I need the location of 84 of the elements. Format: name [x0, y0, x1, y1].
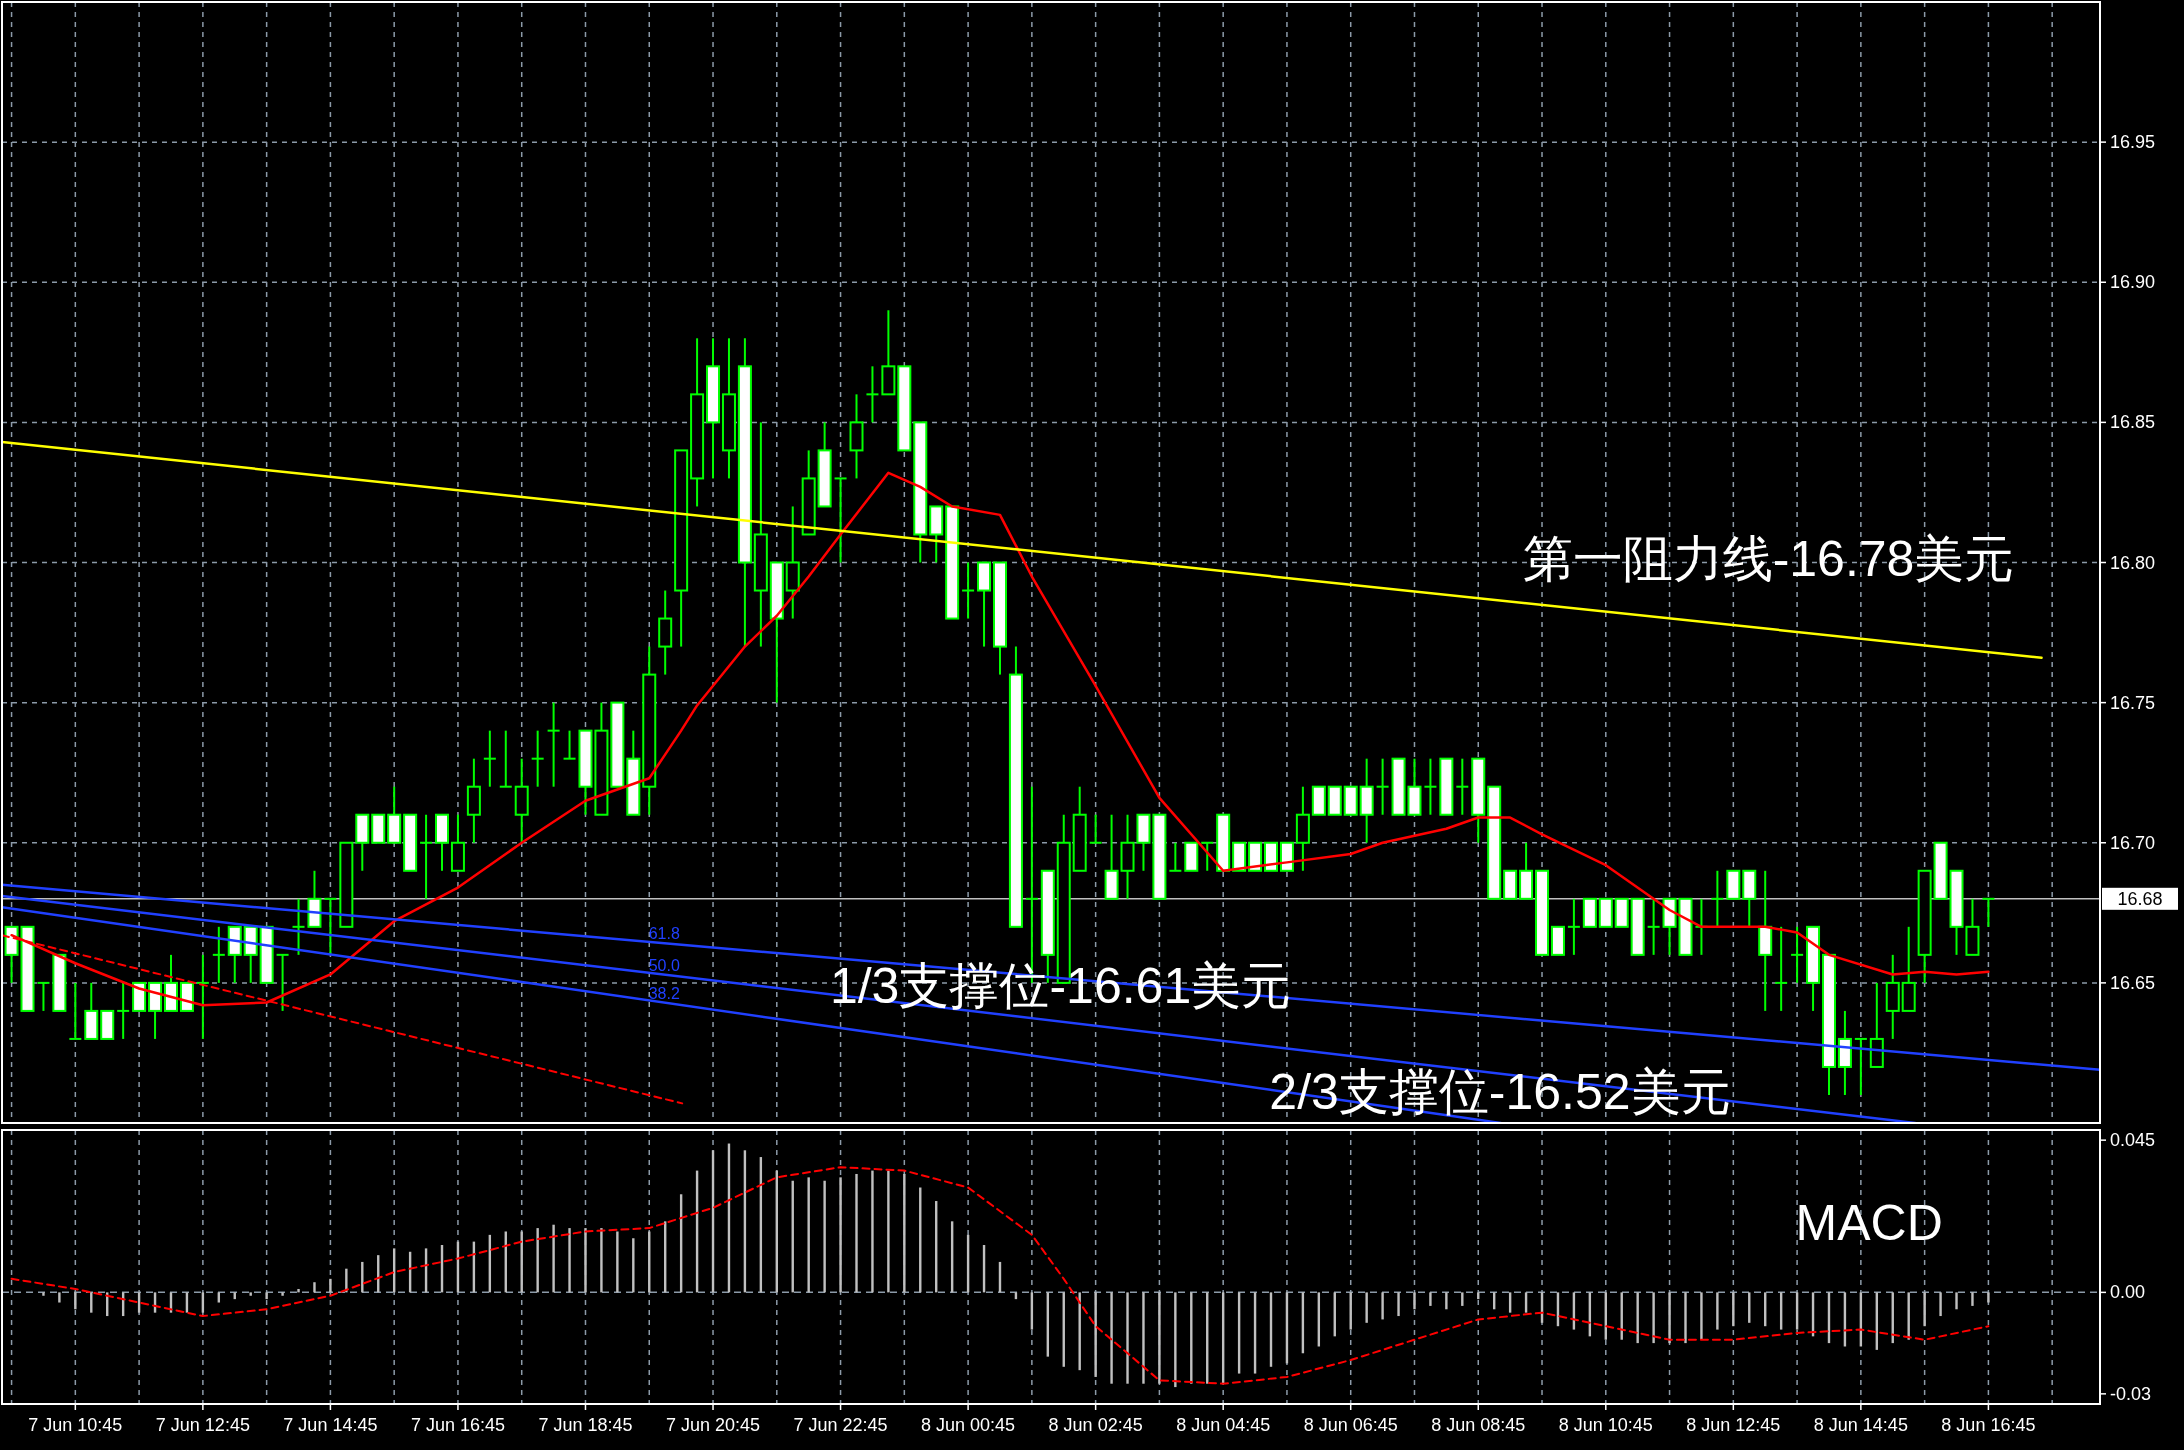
series-label: 50.0: [648, 956, 680, 974]
x-tick-label: 7 Jun 10:45: [28, 1415, 123, 1435]
bar: [74, 1292, 77, 1310]
y-tick-label: 16.95: [2110, 132, 2156, 153]
x-tick-label: 7 Jun 22:45: [793, 1415, 888, 1435]
bar: [345, 1268, 348, 1293]
bar: [1939, 1292, 1942, 1317]
bar: [1461, 1292, 1464, 1306]
ref-line-label: 16.68: [2117, 888, 2163, 909]
bar: [1668, 1292, 1671, 1344]
bar: [887, 1170, 890, 1293]
bar: [903, 1173, 906, 1293]
x-tick-label: 7 Jun 16:45: [410, 1415, 505, 1435]
bar: [855, 1173, 858, 1293]
annotation: MACD: [1795, 1195, 1943, 1252]
x-tick-label: 8 Jun 06:45: [1303, 1415, 1398, 1435]
y-tick-label: 0.00: [2110, 1282, 2146, 1303]
bar: [1700, 1292, 1703, 1340]
bar: [1381, 1292, 1384, 1320]
y-tick-label: 16.85: [2110, 412, 2156, 433]
x-tick-label: 7 Jun 14:45: [283, 1415, 378, 1435]
bar: [329, 1278, 332, 1293]
x-tick-label: 8 Jun 12:45: [1686, 1415, 1781, 1435]
x-tick-label: 8 Jun 08:45: [1431, 1415, 1526, 1435]
annotation: 第一阻力线-16.78美元: [1522, 531, 2015, 588]
y-tick-label: 16.80: [2110, 552, 2156, 573]
x-tick-label: 8 Jun 10:45: [1558, 1415, 1653, 1435]
bar: [1987, 1292, 1990, 1303]
x-tick-label: 8 Jun 04:45: [1176, 1415, 1271, 1435]
bar: [1907, 1292, 1910, 1340]
bar: [632, 1238, 635, 1293]
bar: [1445, 1292, 1448, 1310]
y-tick-label: -0.03: [2110, 1383, 2152, 1404]
bar: [1955, 1292, 1958, 1310]
bar: [313, 1282, 316, 1293]
bar: [1684, 1292, 1687, 1344]
bar: [1636, 1292, 1639, 1344]
x-tick-label: 8 Jun 16:45: [1941, 1415, 2036, 1435]
bar: [1716, 1292, 1719, 1330]
bar: [1110, 1292, 1113, 1384]
bar: [58, 1292, 61, 1303]
bar: [600, 1228, 603, 1293]
y-tick-label: 0.045: [2110, 1130, 2156, 1151]
y-tick-label: 16.65: [2110, 972, 2156, 993]
bar: [807, 1177, 810, 1293]
bar: [1174, 1292, 1177, 1388]
bar: [265, 1292, 268, 1300]
bar: [1094, 1292, 1097, 1377]
bar: [1652, 1292, 1655, 1344]
x-tick-label: 8 Jun 14:45: [1813, 1415, 1908, 1435]
bar: [568, 1228, 571, 1293]
bar: [1142, 1292, 1145, 1384]
series-label: 38.2: [648, 985, 680, 1003]
bar: [249, 1292, 252, 1296]
bar: [1732, 1292, 1735, 1327]
x-tick-label: 7 Jun 18:45: [538, 1415, 633, 1435]
bar: [823, 1180, 826, 1293]
y-tick-label: 16.90: [2110, 272, 2156, 293]
bar: [1923, 1292, 1926, 1327]
bar: [297, 1288, 300, 1293]
series-label: 61.8: [648, 924, 680, 942]
bar: [839, 1177, 842, 1293]
bar: [217, 1292, 221, 1303]
bar: [1126, 1292, 1129, 1384]
bar: [1429, 1292, 1432, 1306]
x-tick-label: 7 Jun 12:45: [155, 1415, 250, 1435]
bar: [281, 1292, 284, 1296]
x-tick-label: 8 Jun 02:45: [1048, 1415, 1143, 1435]
bar: [1971, 1292, 1974, 1306]
bar: [536, 1228, 539, 1293]
bar: [584, 1228, 587, 1293]
y-tick-label: 16.75: [2110, 692, 2156, 713]
bar: [1397, 1292, 1400, 1317]
bar: [871, 1170, 874, 1293]
bar: [1413, 1292, 1416, 1310]
bar: [1078, 1292, 1081, 1371]
x-tick-label: 8 Jun 00:45: [921, 1415, 1016, 1435]
bar: [1158, 1292, 1161, 1384]
y-tick-label: 16.70: [2110, 832, 2156, 853]
bar: [42, 1292, 45, 1296]
x-tick-label: 7 Jun 20:45: [665, 1415, 761, 1435]
bar: [616, 1231, 619, 1293]
bar: [552, 1224, 555, 1293]
bar: [1365, 1292, 1368, 1323]
